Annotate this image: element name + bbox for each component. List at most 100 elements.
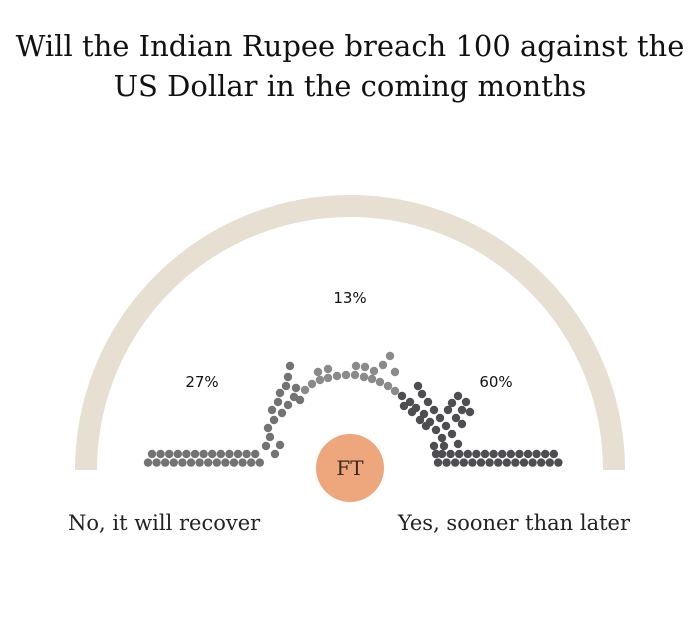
dot-yes [419,409,429,419]
dot-undecided [300,385,310,395]
dot-undecided [369,366,379,376]
dot-yes [498,449,507,459]
dot-yes [447,398,457,408]
dot-yes [461,397,471,407]
dot-no [269,415,279,425]
chart-title-line-2: US Dollar in the coming months [113,69,587,103]
dot-no [178,458,187,467]
dot-yes [541,449,550,459]
dot-yes [451,413,461,423]
dot-yes [489,449,498,459]
dot-undecided [351,361,361,371]
dot-no [156,449,165,459]
dot-no [242,449,251,459]
dot-no [275,388,285,398]
dot-yes [405,397,415,407]
dot-yes [435,413,445,423]
dot-no [238,458,247,467]
dot-yes [442,458,451,467]
dot-yes [453,439,463,449]
dot-yes [537,458,546,467]
dot-yes [455,449,464,459]
dot-yes [485,458,494,467]
dot-yes [532,449,541,459]
dot-yes [494,458,503,467]
dot-yes [472,449,481,459]
dot-no [216,449,225,459]
dot-no [270,449,280,459]
dot-yes [417,389,427,399]
dot-yes [457,405,467,415]
dot-yes [439,441,449,451]
dot-yes [545,458,554,467]
dot-undecided [350,370,360,380]
dot-undecided [341,370,351,380]
dot-yes [476,458,486,467]
dot-no [173,449,182,459]
dot-no [152,458,161,467]
dot-undecided [367,374,377,384]
dot-yes [421,421,431,431]
value-label-no: 27% [185,373,218,391]
dot-no [225,449,234,459]
dot-yes [407,407,417,417]
dot-no [247,458,256,467]
dot-yes [397,391,407,401]
dot-yes [423,397,433,407]
dot-undecided [307,379,317,389]
dot-no [283,372,293,382]
dot-no [233,449,243,459]
legend-label-yes: Yes, sooner than later [397,511,631,535]
dot-yes [463,449,472,459]
dot-no [190,449,200,459]
dot-yes [429,405,439,415]
dot-undecided [390,386,400,396]
dot-no [273,397,283,407]
dot-no [199,449,208,459]
dot-yes [528,458,537,467]
dot-undecided [323,373,333,383]
dot-no [182,449,191,459]
dot-yes [413,381,423,391]
dot-no [195,458,204,467]
dot-yes [480,449,490,459]
ft-logo-badge [316,434,384,502]
dot-undecided [360,362,370,372]
chart-title: Will the Indian Rupee breach 100 against… [0,26,700,106]
dot-no [251,449,260,459]
dot-no [169,458,178,467]
semicircle-arc [75,195,625,471]
dot-yes [457,419,467,429]
dot-yes [429,441,439,451]
dot-no [265,432,275,442]
dot-no [281,381,291,391]
dot-yes [437,433,447,443]
dot-undecided [385,351,395,361]
dot-yes [468,458,477,467]
dot-yes [453,391,463,401]
dot-yes [519,458,529,467]
dot-undecided [323,364,333,374]
dot-no [212,458,221,467]
dot-yes [437,449,447,459]
dot-no [147,449,157,459]
dot-undecided [390,367,400,377]
dot-yes [399,401,409,411]
dot-yes [447,429,457,439]
dot-yes [459,458,468,467]
dot-yes [502,458,511,467]
dot-yes [465,407,475,417]
dot-yes [506,449,515,459]
dot-yes [443,405,453,415]
dot-yes [554,458,563,467]
dot-yes [523,449,533,459]
dot-undecided [332,371,342,381]
dot-group [143,351,563,467]
dot-no [221,458,230,467]
dot-no [267,405,277,415]
dot-no [261,441,271,451]
dot-no [255,458,264,467]
dot-no [186,458,196,467]
dot-no [204,458,213,467]
